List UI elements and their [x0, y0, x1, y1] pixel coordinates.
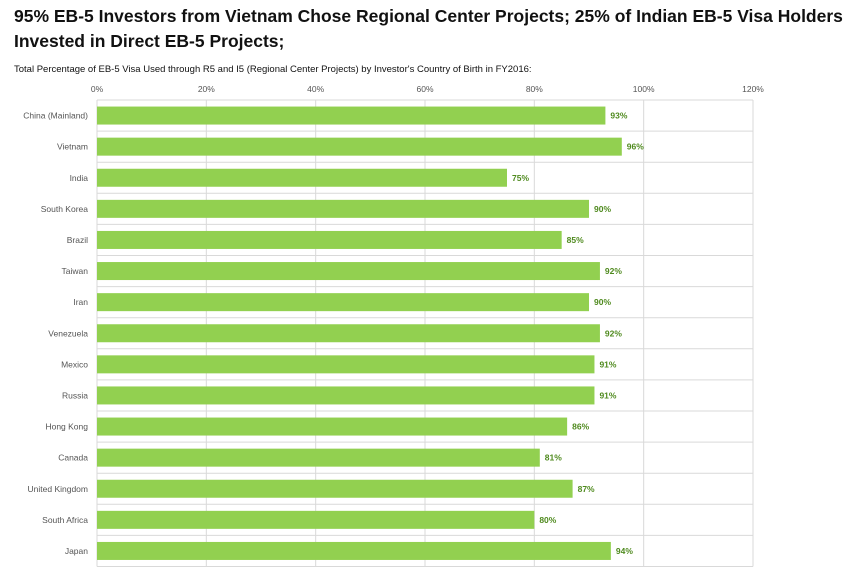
data-label: 94%: [616, 546, 633, 556]
x-tick-label: 60%: [416, 84, 433, 94]
category-label: Venezuela: [48, 328, 88, 338]
chart-subtitle: Total Percentage of EB-5 Visa Used throu…: [14, 64, 532, 75]
bar: [97, 230, 562, 249]
category-label: Hong Kong: [45, 422, 88, 432]
category-label: Mexico: [61, 359, 88, 369]
x-tick-label: 80%: [526, 84, 543, 94]
data-label: 91%: [599, 390, 616, 400]
bar: [97, 479, 573, 498]
bar: [97, 386, 595, 405]
bar: [97, 448, 540, 467]
data-label: 75%: [512, 173, 529, 183]
category-labels: China (Mainland) Vietnam India South Korea B…: [23, 111, 88, 556]
data-label: 92%: [605, 328, 622, 338]
data-labels: 93% 96% 75% 90% 85% 92% 90% 92% 91% 91% 86% 81% 87% 8…: [512, 111, 644, 556]
data-label: 91%: [599, 359, 616, 369]
bar: [97, 324, 600, 343]
category-label: Russia: [62, 390, 88, 400]
data-label: 85%: [567, 235, 584, 245]
data-label: 93%: [610, 111, 627, 121]
bar: [97, 137, 622, 156]
bar: [97, 510, 535, 529]
bar: [97, 199, 589, 218]
x-tick-label: 20%: [198, 84, 215, 94]
category-label: India: [70, 173, 89, 183]
data-label: 90%: [594, 204, 611, 214]
bar: [97, 541, 611, 560]
x-tick-label: 120%: [742, 84, 764, 94]
bar: [97, 293, 589, 312]
category-label: Taiwan: [62, 266, 89, 276]
x-tick-label: 100%: [633, 84, 655, 94]
category-label: Brazil: [67, 235, 88, 245]
data-label: 81%: [545, 453, 562, 463]
category-label: Canada: [58, 453, 88, 463]
data-label: 86%: [572, 422, 589, 432]
bar: [97, 262, 600, 281]
chart-headline: 95% EB-5 Investors from Vietnam Chose Re…: [14, 6, 843, 51]
bar: [97, 355, 595, 374]
bar: [97, 106, 606, 125]
x-tick-label: 0%: [91, 84, 104, 94]
bar: [97, 168, 507, 187]
data-label: 92%: [605, 266, 622, 276]
bar: [97, 417, 568, 436]
data-label: 87%: [578, 484, 595, 494]
category-label: Japan: [65, 546, 88, 556]
data-label: 96%: [627, 142, 644, 152]
category-label: South Africa: [42, 515, 88, 525]
data-label: 80%: [539, 515, 556, 525]
category-label: Iran: [73, 297, 88, 307]
category-label: United Kingdom: [28, 484, 88, 494]
bars: [97, 106, 622, 560]
x-tick-label: 40%: [307, 84, 324, 94]
category-label: Vietnam: [57, 142, 88, 152]
category-label: South Korea: [41, 204, 89, 214]
category-label: China (Mainland): [23, 111, 88, 121]
x-axis-ticks: 0% 20% 40% 60% 80% 100% 120%: [91, 84, 764, 94]
data-label: 90%: [594, 297, 611, 307]
